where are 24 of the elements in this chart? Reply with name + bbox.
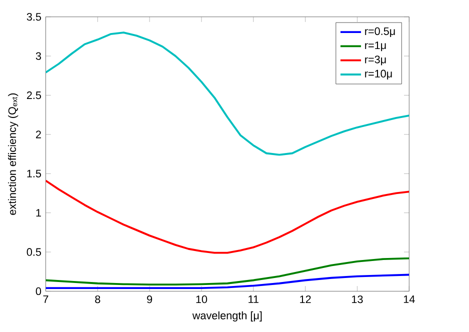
y-tick-label: 1.5 [27, 170, 42, 178]
x-tick-label: 7 [43, 295, 48, 303]
y-tick-label: 0 [36, 287, 42, 295]
x-axis-title: wavelength [μ] [192, 311, 262, 322]
y-tick-label: 1 [36, 209, 41, 216]
x-tick-label: 9 [147, 295, 152, 304]
x-tick-label: 14 [404, 295, 415, 303]
legend-label: r=1μ [365, 42, 386, 52]
line-series [46, 180, 410, 254]
legend-label: r=0.5μ [365, 27, 395, 37]
x-tick-label: 10 [196, 295, 208, 304]
y-tick-label: 3.5 [26, 12, 42, 21]
y-tick-label: 0.5 [26, 248, 42, 256]
x-tick-label: 13 [352, 295, 363, 304]
y-tick-label: 2 [36, 130, 41, 138]
y-tick-label: 3 [36, 52, 41, 60]
legend-label: r=3μ [365, 56, 386, 66]
x-tick-label: 8 [95, 295, 100, 304]
legend-label: r=10μ [365, 70, 392, 80]
y-tick-label: 2.5 [26, 91, 42, 100]
y-axis-title: extinction efficiency (Q$_{ext}$) [8, 93, 18, 215]
x-tick-label: 12 [300, 295, 311, 303]
x-tick-label: 11 [248, 295, 258, 303]
line-series [46, 257, 410, 286]
